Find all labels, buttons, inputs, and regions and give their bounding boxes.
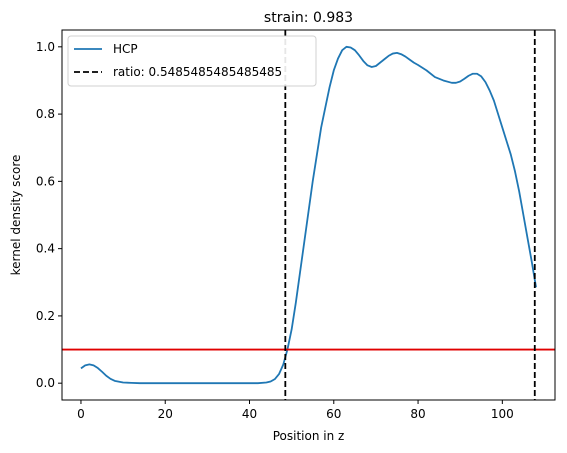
x-tick-label: 60 — [326, 407, 341, 421]
x-tick-label: 40 — [242, 407, 257, 421]
legend-frame — [67, 35, 317, 87]
x-tick-label: 0 — [77, 407, 85, 421]
y-tick-label: 0.4 — [36, 242, 55, 256]
y-tick-label: 0.6 — [36, 174, 55, 188]
legend-hcp-label: HCP — [113, 42, 138, 56]
legend-ratio-label: ratio: 0.5485485485485485 — [113, 65, 282, 79]
x-tick-label: 80 — [410, 407, 425, 421]
legend: HCP ratio: 0.5485485485485485 — [67, 35, 317, 87]
x-tick-label: 20 — [158, 407, 173, 421]
y-tick-label: 0.0 — [36, 376, 55, 390]
y-tick-label: 0.2 — [36, 309, 55, 323]
x-tick-label: 100 — [491, 407, 514, 421]
hcp-line — [80, 45, 537, 385]
chart-title: strain: 0.983 — [264, 10, 353, 26]
y-tick-label: 0.8 — [36, 107, 55, 121]
y-axis: 0.0 0.2 0.4 0.6 0.8 1.0 — [36, 40, 62, 390]
y-tick-label: 1.0 — [36, 40, 55, 54]
x-axis-label: Position in z — [273, 429, 345, 443]
x-axis: 0 20 40 60 80 100 — [77, 400, 514, 421]
y-axis-label: kernel density score — [9, 155, 23, 276]
axes-frame — [61, 29, 556, 401]
plot-area — [62, 30, 555, 400]
